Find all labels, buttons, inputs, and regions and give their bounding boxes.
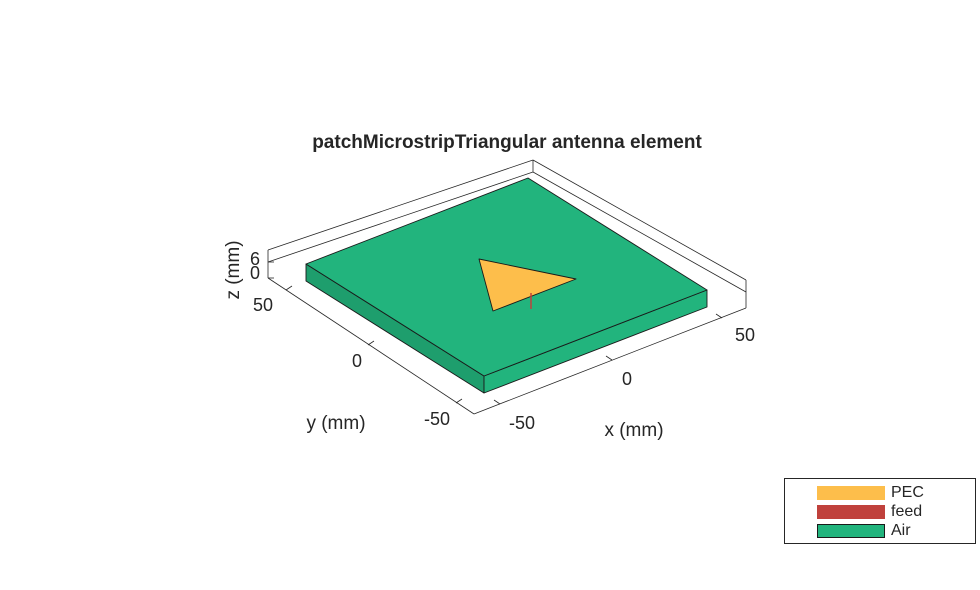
y-tick-label: 0 (352, 351, 362, 371)
x-tick (715, 313, 723, 319)
y-tick-label: 50 (253, 295, 273, 315)
axes-box (267, 159, 747, 415)
legend-item-air: Air (817, 522, 911, 540)
pec-patch (478, 258, 577, 312)
y-tick (455, 398, 463, 404)
x-axis-label: x (mm) (604, 420, 663, 441)
tick-marks (268, 261, 723, 405)
box-edge (532, 159, 747, 281)
y-tick (285, 285, 293, 291)
x-tick (605, 355, 613, 361)
legend-swatch-pec (817, 486, 885, 500)
y-tick-label: -50 (424, 409, 450, 429)
legend-item-pec: PEC (817, 484, 924, 502)
z-tick-label: 6 (250, 249, 260, 269)
y-tick (367, 340, 375, 346)
legend: PEC feed Air (784, 478, 976, 544)
x-axis-line (473, 307, 747, 415)
legend-label-feed: feed (891, 503, 923, 520)
x-tick (493, 399, 501, 405)
x-tick-label: 0 (622, 369, 632, 389)
box-edge (267, 171, 534, 263)
z-axis-label: z (mm) (223, 240, 244, 299)
box-edge (267, 159, 534, 251)
y-axis-label: y (mm) (306, 413, 365, 434)
z-tick-label: 0 (250, 263, 260, 283)
legend-swatch-feed (817, 505, 885, 519)
chart-title: patchMicrostripTriangular antenna elemen… (312, 132, 702, 153)
x-tick-label: -50 (509, 413, 535, 433)
legend-label-pec: PEC (891, 484, 924, 501)
legend-swatch-air (817, 524, 885, 538)
legend-label-air: Air (891, 522, 911, 539)
y-axis-line (267, 277, 475, 415)
x-tick-label: 50 (735, 325, 755, 345)
legend-item-feed: feed (817, 503, 922, 521)
box-edge (532, 171, 747, 293)
